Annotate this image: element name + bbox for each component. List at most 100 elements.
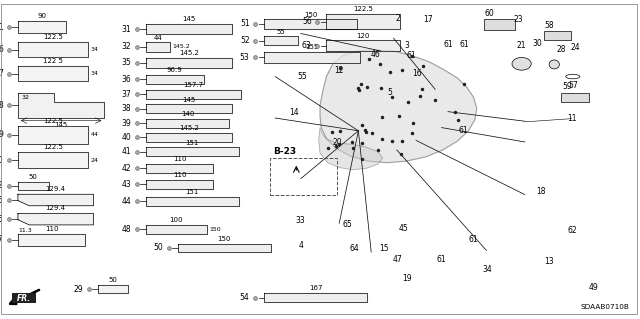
Text: 4: 4	[298, 241, 303, 250]
Ellipse shape	[549, 60, 559, 69]
Text: 30: 30	[532, 39, 543, 48]
Polygon shape	[146, 24, 232, 34]
Text: 10: 10	[0, 156, 3, 165]
Text: 122.5: 122.5	[43, 34, 63, 40]
Text: 129.4: 129.4	[45, 186, 66, 192]
Text: 110: 110	[173, 172, 186, 178]
Polygon shape	[146, 119, 229, 128]
Text: 157.7: 157.7	[183, 82, 204, 88]
Text: 140: 140	[181, 111, 194, 117]
Text: 17: 17	[422, 15, 433, 24]
Ellipse shape	[512, 57, 531, 70]
Text: 120: 120	[356, 33, 370, 39]
Text: 58: 58	[544, 21, 554, 30]
Text: 14: 14	[289, 108, 299, 117]
Text: 11.3: 11.3	[18, 228, 31, 233]
Text: 3: 3	[404, 41, 409, 50]
Text: 5: 5	[387, 88, 392, 97]
Polygon shape	[18, 182, 49, 190]
Text: 122.5: 122.5	[353, 6, 373, 12]
Text: 64: 64	[349, 244, 360, 253]
Bar	[12, 293, 36, 303]
Polygon shape	[319, 128, 383, 170]
Text: 24: 24	[91, 158, 99, 163]
Text: 44: 44	[154, 34, 163, 41]
Text: 56: 56	[302, 17, 312, 26]
Text: 96.9: 96.9	[167, 67, 182, 73]
Text: 49: 49	[589, 283, 599, 292]
Polygon shape	[264, 36, 298, 45]
Text: 8: 8	[0, 101, 3, 110]
Polygon shape	[146, 58, 232, 68]
Text: 11: 11	[567, 114, 576, 123]
Text: 36: 36	[122, 75, 131, 84]
Ellipse shape	[566, 74, 580, 79]
Polygon shape	[146, 75, 204, 84]
Polygon shape	[178, 244, 271, 252]
Polygon shape	[146, 197, 239, 206]
Text: 62: 62	[568, 226, 578, 235]
Text: 34: 34	[91, 71, 99, 76]
Text: 1: 1	[0, 23, 3, 32]
Text: 40: 40	[122, 133, 131, 142]
Text: FR.: FR.	[17, 294, 31, 303]
Text: 150: 150	[304, 11, 317, 18]
Bar	[270, 158, 337, 195]
Text: 34: 34	[483, 265, 493, 274]
Text: 43: 43	[122, 180, 131, 189]
Text: 50: 50	[109, 277, 117, 283]
Polygon shape	[146, 225, 207, 234]
Text: 41: 41	[122, 147, 131, 156]
Text: 145.2: 145.2	[173, 44, 191, 49]
Text: 7: 7	[0, 69, 3, 78]
Text: 61: 61	[406, 51, 417, 60]
Text: 90: 90	[37, 13, 47, 19]
Polygon shape	[320, 49, 477, 163]
Text: 28: 28	[557, 45, 566, 54]
Bar	[561, 93, 589, 102]
Text: 19: 19	[402, 274, 412, 283]
Text: 145.2: 145.2	[179, 125, 199, 131]
Text: 9: 9	[0, 130, 3, 139]
Text: 35: 35	[122, 58, 131, 67]
Text: 100: 100	[170, 217, 183, 223]
Text: 39: 39	[122, 119, 131, 128]
Text: 51: 51	[240, 19, 250, 28]
Text: 53: 53	[240, 53, 250, 62]
Text: 61: 61	[460, 40, 470, 48]
Text: 61: 61	[443, 40, 453, 49]
Text: 34: 34	[91, 47, 99, 52]
Polygon shape	[18, 126, 88, 144]
Bar	[544, 31, 571, 40]
Text: 22: 22	[0, 181, 3, 190]
Text: 122 5: 122 5	[43, 58, 63, 64]
Text: 47: 47	[392, 256, 403, 264]
Text: 61: 61	[458, 126, 468, 135]
Polygon shape	[146, 164, 213, 173]
Text: B-23: B-23	[273, 147, 296, 156]
Text: 42: 42	[122, 164, 131, 173]
Text: 50: 50	[29, 174, 38, 180]
Text: 155: 155	[306, 44, 319, 50]
Text: 20: 20	[332, 138, 342, 147]
Text: 26: 26	[0, 215, 3, 224]
Text: 32: 32	[21, 95, 29, 100]
Text: 48: 48	[122, 225, 131, 234]
Polygon shape	[18, 93, 104, 118]
Text: 110: 110	[45, 226, 58, 232]
Text: 129.4: 129.4	[45, 205, 66, 211]
Text: 110: 110	[173, 156, 186, 162]
Text: 13: 13	[544, 257, 554, 266]
Polygon shape	[146, 90, 241, 99]
Text: 151: 151	[186, 189, 199, 195]
Text: 59: 59	[562, 82, 572, 91]
Text: 145: 145	[54, 122, 68, 128]
Text: 150: 150	[209, 226, 221, 232]
Text: 54: 54	[240, 293, 250, 302]
Text: 29: 29	[74, 285, 83, 294]
Text: SDAAB0710B: SDAAB0710B	[581, 304, 630, 310]
Text: 33: 33	[295, 216, 305, 225]
Text: 55: 55	[276, 29, 285, 35]
Polygon shape	[326, 14, 400, 29]
Text: 145: 145	[182, 16, 196, 22]
